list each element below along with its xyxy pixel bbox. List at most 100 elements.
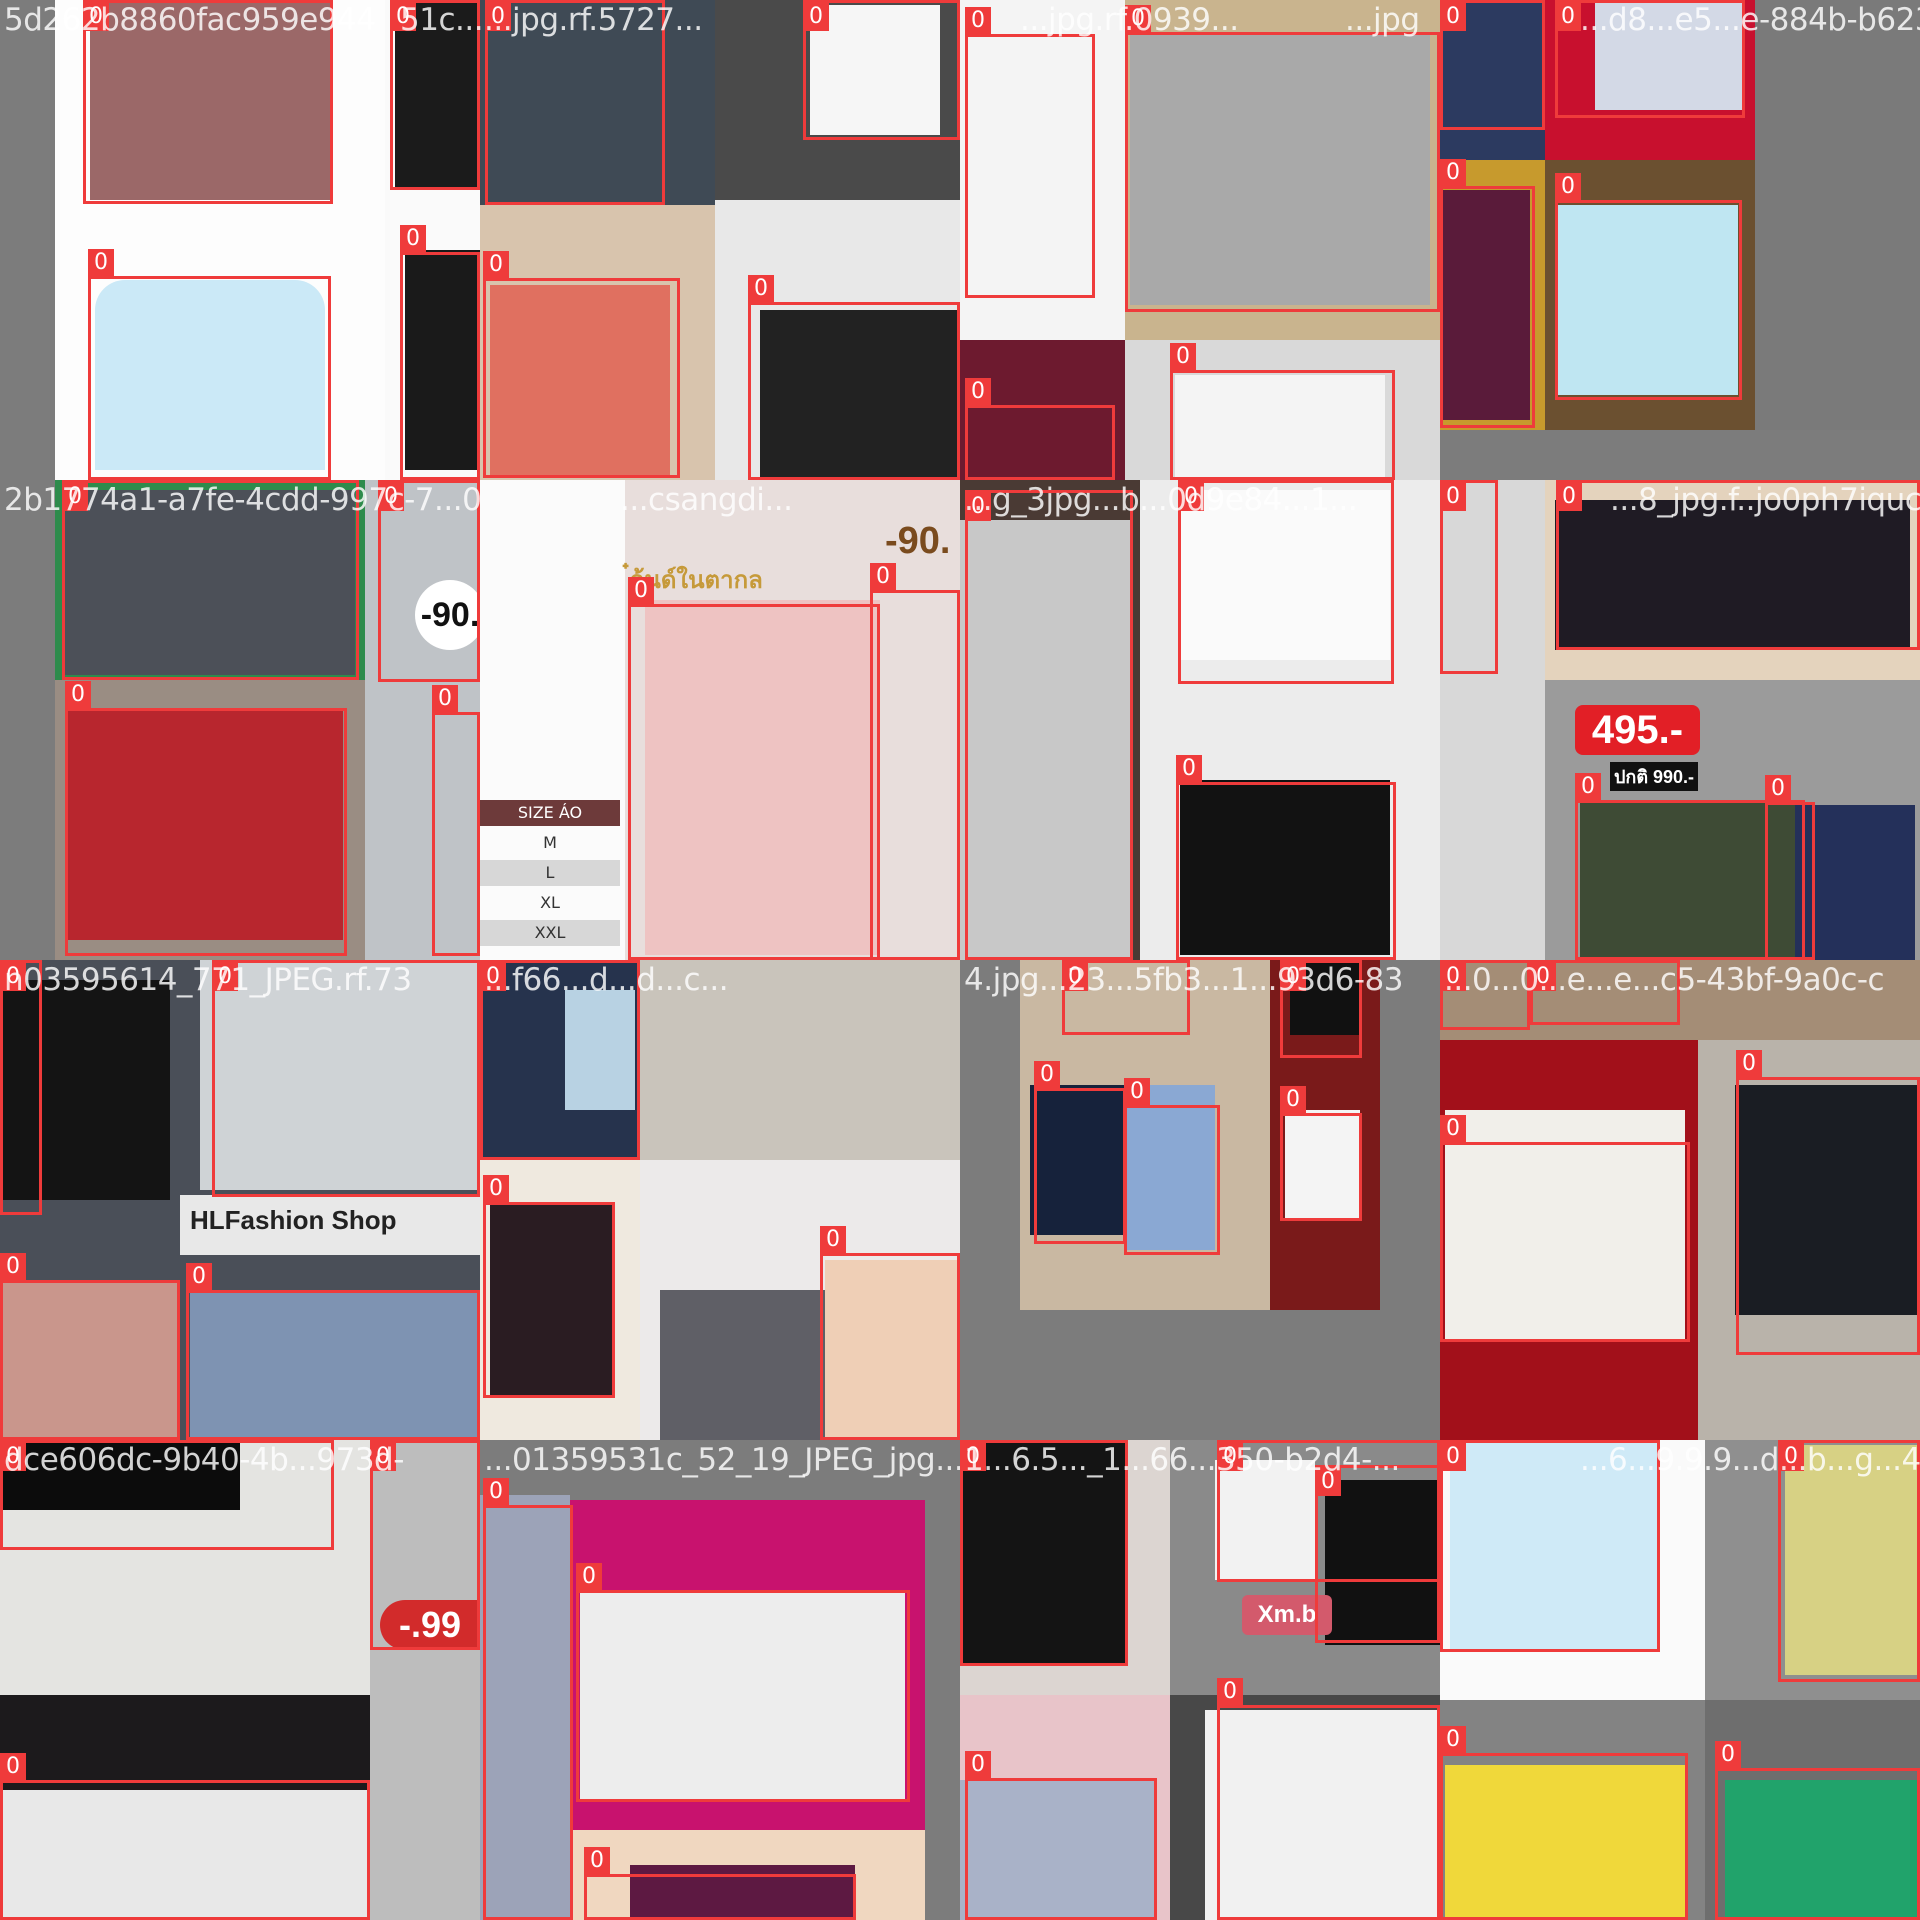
class-label: 0 — [0, 1753, 26, 1781]
bounding-box: 0 — [1280, 1086, 1362, 1221]
tshirt-image — [200, 960, 480, 1190]
bounding-box: 0 — [1125, 5, 1440, 312]
tshirt-image — [1785, 1445, 1920, 1675]
bounding-box: 0 — [1575, 773, 1805, 960]
tshirt-image — [960, 1780, 1155, 1920]
photo — [1755, 0, 1920, 430]
bounding-box: 0 — [0, 960, 42, 1215]
class-label: 0 — [1575, 773, 1601, 801]
bounding-box: 0 — [1124, 1078, 1220, 1255]
class-label: 0 — [628, 577, 654, 605]
class-label: 0 — [1530, 963, 1556, 991]
bounding-box: 0 — [1440, 1726, 1688, 1920]
bounding-box: 0 — [1555, 173, 1742, 400]
class-label: 0 — [1440, 159, 1466, 187]
class-label: 0 — [88, 249, 114, 277]
class-label: 0 — [576, 1563, 602, 1591]
bounding-box: 0 — [1440, 159, 1535, 428]
bounding-box: 0 — [400, 225, 480, 480]
tshirt-image — [1445, 1110, 1685, 1340]
mosaic-tile: 0 0 0 0 ...d8...e5...e-884b-b623- — [1440, 0, 1920, 480]
class-label: 0 — [1178, 483, 1204, 511]
tshirt-image — [645, 600, 880, 955]
bounding-box: 0 — [1555, 0, 1745, 118]
bounding-box: 0 — [432, 685, 480, 956]
class-label: 0 — [1280, 1086, 1306, 1114]
mosaic-tile: 0 0 0 ...f66...d...d...c... — [480, 960, 960, 1440]
price-note: ปกติ 990.- — [1610, 762, 1699, 791]
bounding-box: 0 — [1556, 480, 1920, 650]
bounding-box: 0 — [212, 960, 480, 1197]
tshirt-image — [960, 520, 1130, 960]
class-label: 0 — [480, 963, 506, 991]
class-label: 0 — [1440, 1726, 1466, 1754]
tshirt-image — [490, 285, 670, 475]
class-label: 0 — [390, 3, 416, 31]
bounding-box: 0 — [584, 1847, 856, 1920]
tshirt-image — [395, 0, 480, 190]
bounding-box: 0 — [965, 1751, 1157, 1920]
tshirt-image — [810, 5, 940, 135]
bounding-box: 0 — [965, 378, 1115, 480]
tshirt-image — [0, 1790, 370, 1920]
mosaic-tile: 0 0 0 0 0 4.jpg...23...5fb3...1...93d6-8… — [960, 960, 1440, 1440]
mosaic-tile: 0 0 0 ...g_3jpg...b...0d9e84...1... — [960, 480, 1440, 960]
bounding-box: 0 — [1736, 1050, 1920, 1355]
class-label: 0 — [748, 275, 774, 303]
class-label: 0 — [965, 378, 991, 406]
class-label: 0 — [803, 3, 829, 31]
class-label: 0 — [1440, 483, 1466, 511]
class-label: 0 — [1176, 755, 1202, 783]
class-label: 0 — [1440, 3, 1466, 31]
tshirt-image — [190, 1290, 480, 1440]
tshirt-image — [1325, 1480, 1440, 1645]
class-label: 0 — [483, 1478, 509, 1506]
bounding-box: 0 — [483, 1175, 615, 1398]
class-label: 0 — [0, 963, 26, 991]
bounding-box: 0 — [1217, 1440, 1440, 1582]
class-label: 0 — [1124, 1078, 1150, 1106]
tshirt-image — [1440, 190, 1530, 420]
tshirt-image — [1030, 1085, 1125, 1235]
price-tag: -.99 — [380, 1600, 480, 1650]
bounding-box: 0 — [965, 490, 1133, 960]
class-label: 0 — [1736, 1050, 1762, 1078]
class-label: 0 — [870, 563, 896, 591]
class-label: 0 — [1555, 173, 1581, 201]
photo — [180, 1195, 480, 1255]
bounding-box: 0 — [483, 1478, 573, 1920]
tshirt-image — [1558, 205, 1738, 395]
photo — [370, 1440, 480, 1920]
bounding-box: 0 — [1440, 480, 1498, 674]
bounding-box: 0 — [1217, 1678, 1440, 1920]
class-label: 0 — [584, 1847, 610, 1875]
mosaic-tile: -90. 0 0 0 0 2b1774a1-a7fe-4cdd-997c-7..… — [0, 480, 480, 960]
photo — [960, 0, 1125, 340]
mosaic-tile: Xm.b 0 0 0 0 0 1...6.5..._1...66...350-b… — [960, 1440, 1440, 1920]
tshirt-image — [1445, 1765, 1685, 1920]
bounding-box: 0 — [483, 251, 680, 478]
class-label: 0 — [965, 1751, 991, 1779]
class-label: 0 — [65, 681, 91, 709]
photo — [1440, 480, 1545, 960]
tshirt-image — [580, 1590, 905, 1800]
bounding-box: 0 — [820, 1226, 960, 1440]
tshirt-image — [0, 1280, 180, 1440]
mosaic-tile: 0 0 0 0 ...0...0...e...e...c5-43bf-9a0c-… — [1440, 960, 1920, 1440]
tshirt-image — [95, 280, 325, 470]
class-label: 0 — [820, 1226, 846, 1254]
class-label: 0 — [1765, 775, 1791, 803]
bounding-box: 0 — [960, 1440, 1128, 1666]
bounding-box: 0 — [576, 1563, 910, 1802]
class-label: 0 — [212, 963, 238, 991]
tshirt-image — [825, 1260, 960, 1440]
bounding-box: 0 — [65, 681, 347, 956]
tshirt-image — [1450, 1440, 1660, 1650]
bounding-box: 0 — [0, 1440, 334, 1550]
class-label: 0 — [965, 493, 991, 521]
mosaic-tile: 0 0 0 0 ...jpg.rf.5727... — [480, 0, 960, 480]
discount-sticker: -90. — [415, 580, 480, 650]
tshirt-image — [760, 310, 960, 480]
mosaic-tile: 495.- ปกติ 990.- 0 0 0 0 ...8_jpg.f..jo0… — [1440, 480, 1920, 960]
